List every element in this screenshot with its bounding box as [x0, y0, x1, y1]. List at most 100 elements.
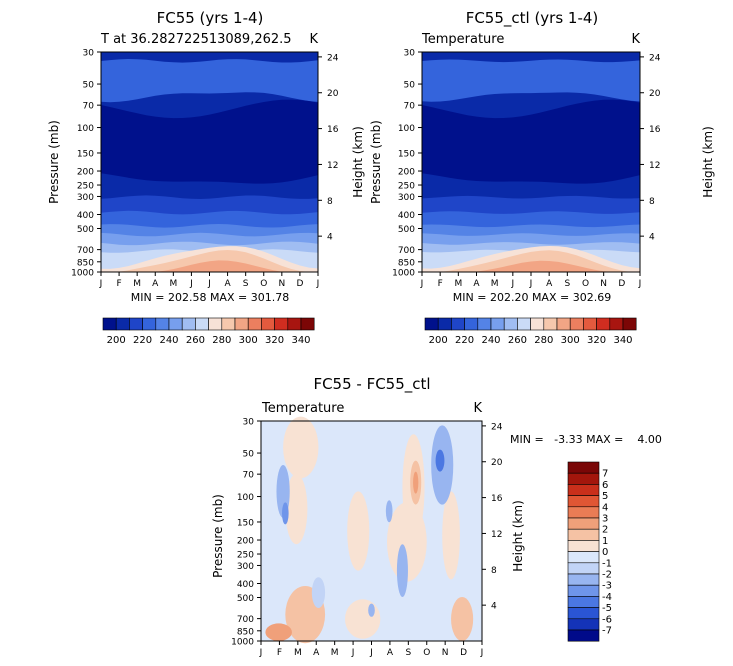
- colorbar-label: 200: [429, 335, 448, 346]
- colorbar-label: -3: [602, 581, 612, 592]
- min-max-stats: MIN = 202.20 MAX = 302.69: [453, 291, 611, 304]
- colorbar-cell: [567, 461, 600, 474]
- colorbar-label: 300: [561, 335, 580, 346]
- contour-blob: [281, 502, 289, 525]
- colorbar-label: 320: [587, 335, 606, 346]
- contour-blob: [451, 597, 474, 641]
- colorbar-cell: [622, 317, 637, 331]
- y-tick-label: 700: [77, 246, 94, 256]
- y2-tick-label: 16: [649, 125, 661, 135]
- colorbar-cell: [129, 317, 143, 331]
- colorbar-cell: [567, 607, 600, 620]
- x-tick-label: J: [369, 648, 373, 658]
- y-tick-label: 500: [237, 594, 254, 604]
- y-tick-label: 400: [398, 211, 415, 221]
- colorbar-cell: [567, 506, 600, 519]
- colorbar-cell: [274, 317, 289, 331]
- colorbar-label: 1: [602, 536, 608, 547]
- y-tick-label: 30: [404, 49, 416, 59]
- y2-tick-label: 4: [327, 233, 333, 243]
- colorbar-cell: [596, 317, 611, 331]
- y2-tick-label: 24: [327, 53, 339, 63]
- y-tick-label: 1000: [231, 638, 254, 648]
- y2-tick-label: 16: [327, 125, 339, 135]
- colorbar-cell: [503, 317, 518, 331]
- colorbar-label: 5: [602, 491, 608, 502]
- x-tick-label: O: [582, 279, 589, 289]
- colorbar-label: 240: [481, 335, 500, 346]
- min-max-stats: MIN = -3.33 MAX = 4.00: [510, 433, 662, 446]
- colorbar-cell: [567, 584, 600, 597]
- x-tick-label: D: [296, 279, 303, 289]
- x-tick-label: M: [133, 279, 141, 289]
- y-tick-label: 30: [83, 49, 95, 59]
- colorbar-cell: [234, 317, 249, 331]
- y2-tick-label: 8: [327, 197, 333, 207]
- y-tick-label: 500: [77, 225, 94, 235]
- contour-blob: [344, 599, 381, 639]
- contour-blob: [265, 623, 292, 641]
- x-tick-label: A: [546, 279, 553, 289]
- colorbar-cell: [567, 596, 600, 608]
- colorbar: 200 220 240 260 280 300 320 340: [102, 317, 315, 346]
- colorbar-label: 320: [265, 335, 284, 346]
- colorbar-cell: [102, 317, 117, 331]
- x-tick-label: J: [207, 279, 211, 289]
- y-tick-label: 50: [243, 450, 255, 460]
- y-tick-label: 150: [77, 149, 94, 159]
- y2-axis-label: Height (km): [351, 126, 365, 197]
- y-tick-label: 50: [83, 81, 95, 91]
- colorbar-label: 300: [239, 335, 258, 346]
- colorbar-label: 3: [602, 514, 608, 525]
- contour-plot: [422, 52, 640, 273]
- y-tick-label: 850: [237, 627, 254, 637]
- y2-tick-label: 20: [327, 89, 339, 99]
- contour-blob: [285, 473, 308, 545]
- x-tick-label: A: [387, 648, 394, 658]
- colorbar-label: 340: [291, 335, 310, 346]
- y-tick-label: 700: [398, 246, 415, 256]
- x-tick-label: A: [473, 279, 480, 289]
- y-tick-label: 50: [404, 81, 416, 91]
- y-tick-label: 400: [237, 580, 254, 590]
- colorbar-cell: [567, 573, 600, 586]
- colorbar-label: -2: [602, 570, 612, 581]
- colorbar-cell: [567, 629, 600, 642]
- colorbar-cell: [569, 317, 584, 331]
- colorbar-cell: [208, 317, 223, 331]
- x-tick-label: J: [351, 648, 355, 658]
- colorbar-cell: [451, 317, 465, 331]
- y-tick-label: 100: [398, 124, 415, 134]
- colorbar-label: -7: [602, 626, 612, 637]
- x-tick-label: O: [260, 279, 267, 289]
- units-label: K: [473, 401, 482, 416]
- y2-tick-label: 12: [649, 161, 660, 171]
- colorbar-cell: [567, 472, 600, 485]
- y-tick-label: 150: [398, 149, 415, 159]
- y-tick-label: 250: [237, 551, 254, 561]
- y-tick-label: 70: [404, 102, 416, 112]
- colorbar: 200 220 240 260 280 300 320 340: [424, 317, 637, 346]
- colorbar-label: 280: [212, 335, 231, 346]
- y-axis-label: Pressure (mb): [369, 120, 383, 204]
- colorbar-cell: [287, 317, 302, 331]
- x-tick-label: N: [278, 279, 285, 289]
- colorbar-label: 200: [107, 335, 126, 346]
- x-tick-label: O: [423, 648, 430, 658]
- contour-plot: [261, 416, 482, 644]
- colorbar-cell: [583, 317, 597, 331]
- y2-tick-label: 20: [649, 89, 661, 99]
- y2-axis-label: Height (km): [701, 126, 715, 197]
- y-tick-label: 300: [237, 562, 254, 572]
- y-tick-label: 100: [77, 124, 94, 134]
- y-tick-label: 1000: [71, 269, 94, 279]
- y-tick-label: 250: [398, 182, 415, 192]
- x-tick-label: N: [442, 648, 449, 658]
- x-tick-label: J: [511, 279, 515, 289]
- y2-tick-label: 24: [491, 422, 503, 432]
- colorbar-cell: [556, 317, 571, 331]
- colorbar-cell: [424, 317, 439, 331]
